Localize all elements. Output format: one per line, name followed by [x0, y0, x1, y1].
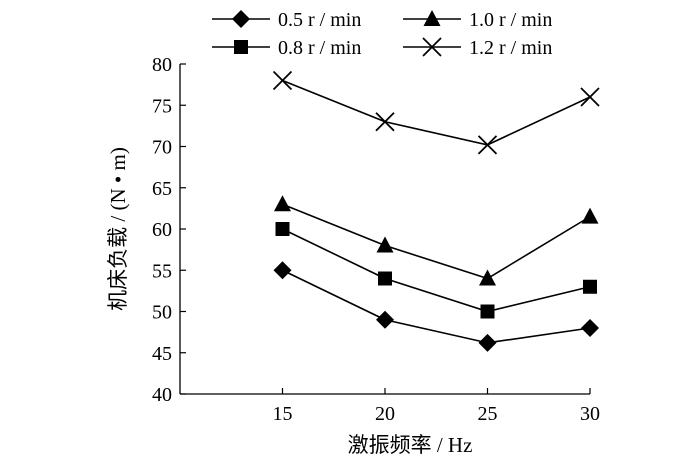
y-tick-label: 75 — [152, 95, 172, 117]
data-point-cross — [580, 87, 600, 107]
x-tick-label: 30 — [580, 403, 600, 425]
data-point-diamond — [478, 333, 497, 352]
series-line — [282, 269, 591, 344]
y-tick-label: 55 — [152, 260, 172, 282]
series-triangle — [274, 195, 599, 286]
data-point-diamond — [581, 319, 599, 337]
data-point-square — [275, 222, 290, 236]
series-square — [275, 222, 597, 319]
legend-label: 1.0 r / min — [469, 9, 552, 31]
data-point-square — [583, 279, 597, 294]
legend-item: 0.8 r / min — [212, 37, 361, 59]
series-line — [282, 203, 591, 280]
legend-marker-cross — [422, 37, 442, 57]
data-point-triangle — [274, 195, 291, 212]
x-axis-title: 激振频率 / Hz — [348, 433, 473, 457]
legend-label: 0.5 r / min — [278, 9, 361, 31]
data-point-square — [480, 304, 495, 319]
legend: 0.5 r / min 0.8 r / min 1.0 r / min 1.2 r /… — [212, 9, 552, 59]
series-line — [282, 228, 591, 313]
data-point-triangle — [581, 207, 599, 224]
data-point-cross-stroke-b — [272, 70, 293, 91]
data-point-diamond — [376, 310, 394, 329]
x-tick-label: 20 — [375, 403, 395, 425]
data-point-triangle — [376, 236, 394, 253]
legend-label: 1.2 r / min — [469, 37, 552, 59]
data-point-cross — [477, 135, 498, 155]
legend-item: 0.5 r / min — [212, 9, 361, 31]
legend-marker-diamond — [232, 10, 250, 28]
data-point-diamond — [273, 261, 292, 280]
axes: 40 45 50 55 60 65 70 75 80 15 20 25 30 — [152, 54, 600, 425]
y-tick-label: 65 — [152, 178, 172, 200]
y-axis-title: 机床负载 / (N • m) — [106, 147, 130, 311]
data-point-cross-stroke-b — [580, 87, 600, 107]
data-point-cross-stroke-b — [375, 112, 395, 132]
data-point-cross — [375, 112, 395, 132]
y-tick-label: 60 — [152, 219, 172, 241]
data-point-triangle — [479, 269, 496, 286]
y-tick-label: 80 — [152, 54, 172, 76]
y-tick-label: 70 — [152, 137, 172, 159]
y-tick-label: 45 — [152, 343, 172, 365]
legend-marker-triangle — [423, 10, 441, 26]
data-point-cross-stroke-b — [477, 135, 498, 155]
series-cross — [272, 70, 600, 155]
legend-label: 0.8 r / min — [278, 37, 361, 59]
x-tick-label: 15 — [273, 403, 293, 425]
legend-marker-square — [234, 40, 248, 54]
series-line — [282, 79, 591, 146]
legend-marker-cross-stroke-b — [422, 37, 442, 57]
y-tick-label: 50 — [152, 302, 172, 324]
series-diamond — [273, 261, 599, 352]
series-layer — [272, 70, 600, 352]
legend-item: 1.0 r / min — [403, 9, 552, 31]
x-tick-label: 25 — [478, 403, 498, 425]
data-point-cross — [272, 70, 293, 91]
y-tick-label: 40 — [152, 384, 172, 406]
legend-item: 1.2 r / min — [403, 37, 552, 59]
data-point-square — [378, 271, 392, 286]
